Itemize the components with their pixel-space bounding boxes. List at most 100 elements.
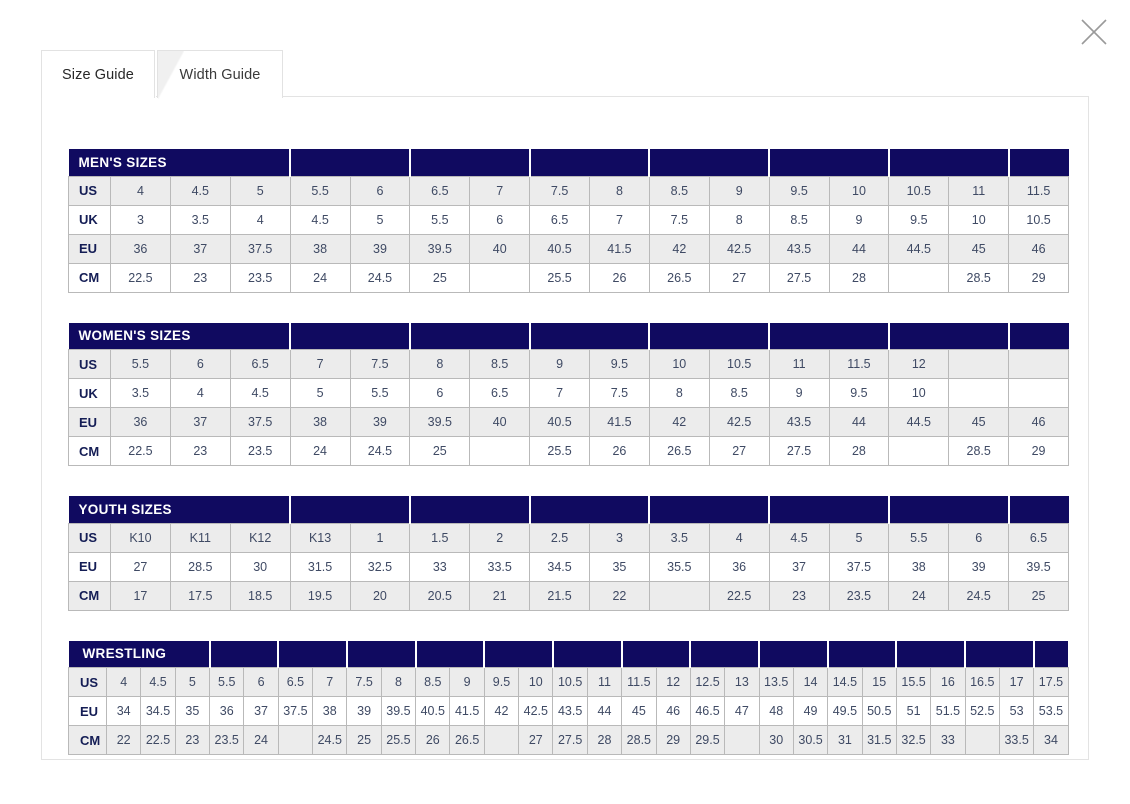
tab-size-guide[interactable]: Size Guide bbox=[41, 50, 155, 98]
size-cell: 35 bbox=[589, 551, 650, 582]
table-row: CM 17 17.5 18.5 19.5 20 20.5 21 21.5 22 22.5 23 23.5… bbox=[68, 580, 1069, 611]
size-cell: 30 bbox=[758, 725, 794, 755]
table-row: US 4 4.5 5 5.5 6 6.5 7 7.5 8 8.5 9 9.5 10 10.5 11 11.5 bbox=[68, 175, 1070, 206]
size-cell: 6 bbox=[409, 378, 471, 408]
header-band-segment bbox=[409, 149, 531, 176]
size-cell: 5.5 bbox=[289, 175, 351, 206]
size-cell: K10 bbox=[110, 522, 171, 553]
size-cell: 26 bbox=[589, 436, 650, 466]
size-cell: 44 bbox=[586, 696, 623, 726]
size-cell: 31.5 bbox=[861, 725, 897, 755]
size-cell: 11.5 bbox=[621, 667, 657, 697]
size-cell: 34.5 bbox=[529, 551, 590, 582]
size-cell: 40.5 bbox=[415, 696, 451, 726]
size-cell: 7.5 bbox=[648, 204, 710, 235]
size-cell: 7.5 bbox=[349, 349, 411, 379]
table-header-band: MEN'S SIZES bbox=[68, 149, 1069, 176]
size-cell: 16 bbox=[930, 667, 966, 697]
size-cell: 6 bbox=[349, 175, 411, 206]
row-label-eu: EU bbox=[68, 696, 107, 726]
size-cell: 39 bbox=[349, 233, 411, 264]
table-row: EU 27 28.5 30 31.5 32.5 33 33.5 34.5 35 35.5 36 37 37… bbox=[68, 551, 1069, 582]
size-cell: 27 bbox=[110, 551, 171, 582]
size-cell: 10.5 bbox=[1008, 204, 1070, 235]
size-cell: 36 bbox=[209, 696, 245, 726]
size-cell: 33 bbox=[930, 725, 966, 755]
size-cell bbox=[483, 725, 520, 755]
row-label-us: US bbox=[68, 175, 111, 206]
size-cell: 38 bbox=[312, 696, 348, 726]
size-cell: 42 bbox=[648, 233, 710, 264]
size-cell: 25 bbox=[409, 436, 471, 466]
size-cell: 6.5 bbox=[229, 349, 291, 379]
size-cell: 8.5 bbox=[415, 667, 451, 697]
size-cell: K13 bbox=[289, 522, 351, 553]
size-cell: 6 bbox=[469, 204, 531, 235]
size-cell: 8 bbox=[409, 349, 471, 379]
size-cell: 15 bbox=[861, 667, 897, 697]
size-cell: 30.5 bbox=[792, 725, 829, 755]
size-guide-panel: MEN'S SIZES US 4 4.5 5 5.5 6 6.5 7 7.5 8 8.5 9 9.5 10 1… bbox=[41, 96, 1089, 760]
size-cell: 6 bbox=[243, 667, 279, 697]
close-icon[interactable] bbox=[1074, 12, 1114, 52]
size-cell: 9 bbox=[768, 378, 830, 408]
header-band-segment bbox=[649, 149, 771, 176]
size-cell: 17 bbox=[998, 667, 1035, 697]
size-cell: 48 bbox=[758, 696, 794, 726]
table-row: EU 36 37 37.5 38 39 39.5 40 40.5 41.5 42 42.5 43.5 44… bbox=[68, 407, 1069, 437]
size-cell: 6.5 bbox=[409, 175, 471, 206]
header-band-segment bbox=[409, 322, 531, 350]
size-cell: 8.5 bbox=[768, 204, 830, 235]
size-cell: 36 bbox=[110, 407, 171, 437]
size-cell: 45 bbox=[621, 696, 657, 726]
size-cell: 9 bbox=[449, 667, 485, 697]
size-cell: 43.5 bbox=[552, 696, 588, 726]
size-cell: 4 bbox=[110, 175, 171, 206]
table-title-youth: YOUTH SIZES bbox=[68, 496, 292, 523]
size-cell: 8 bbox=[589, 175, 650, 206]
size-cell: 46 bbox=[1008, 407, 1069, 437]
table-row: EU 34 34.5 35 36 37 37.5 38 39 39.5 40.5 41.5 42 42.5… bbox=[68, 696, 1069, 726]
size-cell: 52.5 bbox=[964, 696, 1000, 726]
size-cell: 24 bbox=[243, 725, 279, 755]
size-cell: 28.5 bbox=[948, 436, 1010, 466]
size-cell: 6 bbox=[948, 522, 1010, 553]
size-cell: 38 bbox=[289, 407, 351, 437]
size-cell: 7 bbox=[529, 378, 590, 408]
size-cell: 42 bbox=[648, 407, 710, 437]
header-band-segment bbox=[649, 496, 771, 523]
tab-width-guide[interactable]: Width Guide bbox=[157, 50, 283, 99]
guide-tabs: Size Guide Width Guide bbox=[41, 50, 283, 99]
size-cell: 28 bbox=[586, 725, 623, 755]
size-cell: 32.5 bbox=[895, 725, 932, 755]
size-cell: 8 bbox=[708, 204, 770, 235]
size-cell: 4 bbox=[105, 667, 142, 697]
size-cell: 24 bbox=[888, 580, 950, 611]
size-cell: 42.5 bbox=[708, 233, 770, 264]
table-row: CM 22.5 23 23.5 24 24.5 25 25.5 26 26.5 27 27.5 28 28… bbox=[68, 436, 1069, 466]
size-cell: 10 bbox=[518, 667, 554, 697]
size-cell: 39 bbox=[948, 551, 1010, 582]
table-row: UK 3.5 4 4.5 5 5.5 6 6.5 7 7.5 8 8.5 9 9.5 10 bbox=[68, 378, 1069, 408]
size-cell: 6.5 bbox=[277, 667, 314, 697]
size-cell: 44.5 bbox=[888, 233, 950, 264]
size-cell: 9 bbox=[529, 349, 590, 379]
size-cell bbox=[469, 436, 531, 466]
size-cell: 40.5 bbox=[529, 407, 590, 437]
row-label-us: US bbox=[68, 667, 107, 697]
size-cell: 23 bbox=[169, 436, 231, 466]
header-band-segment bbox=[1008, 322, 1069, 350]
size-cell: 22 bbox=[105, 725, 142, 755]
size-cell: 38 bbox=[888, 551, 950, 582]
size-cell: 12 bbox=[888, 349, 950, 379]
size-cell: 11 bbox=[586, 667, 623, 697]
size-cell: 27.5 bbox=[768, 262, 830, 293]
size-cell: 28.5 bbox=[948, 262, 1010, 293]
header-band-segment bbox=[888, 496, 1010, 523]
header-band-segment bbox=[290, 149, 411, 176]
size-cell bbox=[469, 262, 531, 293]
size-cell: 7 bbox=[589, 204, 650, 235]
size-cell: 16.5 bbox=[964, 667, 1000, 697]
size-cell: 37 bbox=[169, 407, 231, 437]
size-cell bbox=[964, 725, 1000, 755]
